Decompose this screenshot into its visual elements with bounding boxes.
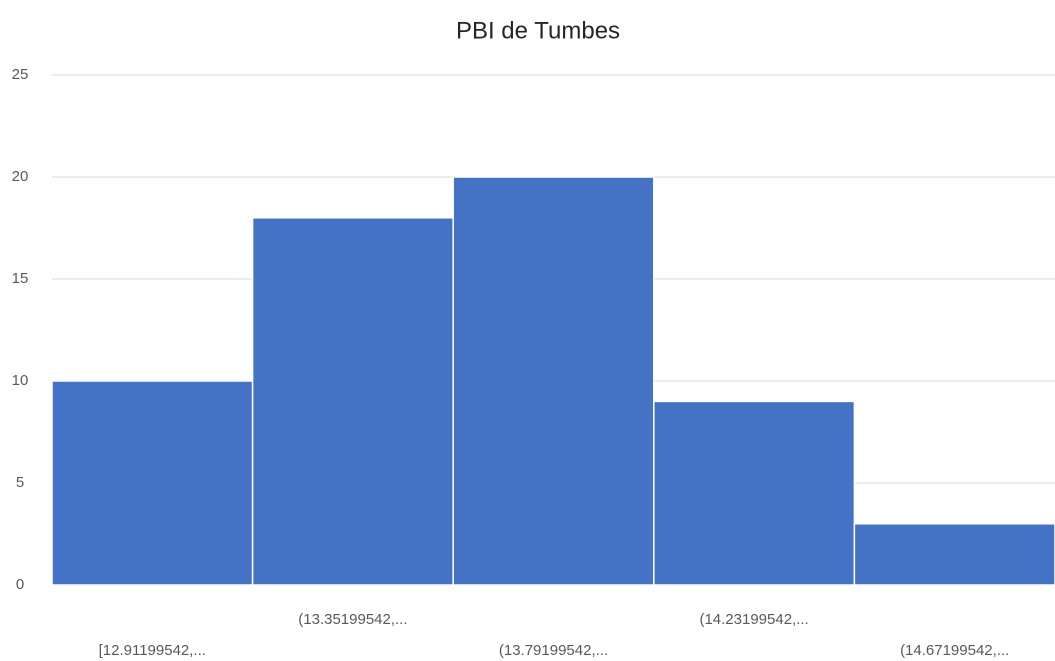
x-tick-label: (13.79199542,... — [499, 642, 608, 659]
bar — [653, 400, 856, 586]
bar — [452, 176, 655, 586]
chart-title: PBI de Tumbes — [456, 17, 620, 44]
x-tick-label: (13.35199542,... — [298, 611, 407, 628]
x-tick-label: (14.23199542,... — [699, 611, 808, 628]
bar — [251, 217, 454, 586]
bar — [51, 380, 254, 586]
y-tick-label: 5 — [16, 474, 24, 491]
y-tick-label: 15 — [12, 270, 29, 287]
y-tick-label: 0 — [16, 576, 24, 593]
y-tick-label: 20 — [12, 168, 29, 185]
y-tick-label: 10 — [12, 372, 29, 389]
x-tick-label: [12.91199542,... — [99, 642, 206, 659]
bar — [853, 523, 1055, 586]
x-tick-label: (14.67199542,... — [900, 642, 1009, 659]
y-tick-label: 25 — [12, 66, 29, 83]
